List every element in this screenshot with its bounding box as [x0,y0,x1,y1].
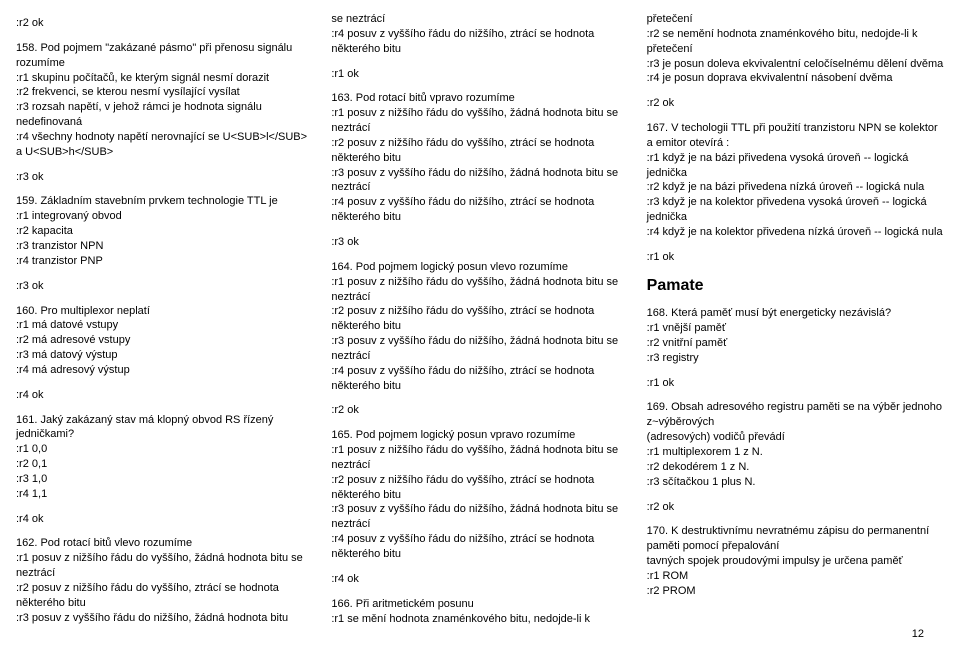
question-168: 168. Která paměť musí být energeticky ne… [647,306,944,365]
q169-opt: :r3 sčítačkou 1 plus N. [647,475,944,490]
q166-cont: přetečení [647,12,944,27]
q159-opt: :r2 kapacita [16,224,313,239]
q169-opt: :r2 dekodérem 1 z N. [647,460,944,475]
answer-160: :r4 ok [16,388,313,403]
question-162-cont: se neztrácí :r4 posuv z vyššího řádu do … [331,12,628,57]
question-162: 162. Pod rotací bitů vlevo rozumíme :r1 … [16,536,313,625]
q162-opt: :r1 posuv z nižšího řádu do vyššího, žád… [16,551,313,581]
q162-cont: :r4 posuv z vyššího řádu do nižšího, ztr… [331,27,628,57]
q162-cont: se neztrácí [331,12,628,27]
question-166-cont: přetečení :r2 se nemění hodnota znaménko… [647,12,944,86]
answer-158: :r3 ok [16,170,313,185]
q163-opt: :r4 posuv z vyššího řádu do nižšího, ztr… [331,195,628,225]
q167-text: 167. V techologii TTL při použití tranzi… [647,121,944,151]
question-159: 159. Základním stavebním prvkem technolo… [16,194,313,268]
q165-text: 165. Pod pojmem logický posun vpravo roz… [331,428,628,443]
q170-opt: :r2 PROM [647,584,944,599]
answer-164: :r2 ok [331,403,628,418]
q168-opt: :r3 registry [647,351,944,366]
q164-opt: :r3 posuv z vyššího řádu do nižšího, žád… [331,334,628,364]
q162-opt: :r2 posuv z nižšího řádu do vyššího, ztr… [16,581,313,611]
q170-sub: tavných spojek proudovými impulsy je urč… [647,554,944,569]
answer-165: :r4 ok [331,572,628,587]
q163-text: 163. Pod rotací bitů vpravo rozumíme [331,91,628,106]
q163-opt: :r2 posuv z nižšího řádu do vyššího, ztr… [331,136,628,166]
q162-text: 162. Pod rotací bitů vlevo rozumíme [16,536,313,551]
q169-text: 169. Obsah adresového registru paměti se… [647,400,944,430]
q166-cont: :r4 je posun doprava ekvivalentní násobe… [647,71,944,86]
q160-opt: :r2 má adresové vstupy [16,333,313,348]
q160-text: 160. Pro multiplexor neplatí [16,304,313,319]
question-165: 165. Pod pojmem logický posun vpravo roz… [331,428,628,562]
section-heading-pamate: Pamate [647,275,944,297]
column-2: se neztrácí :r4 posuv z vyššího řádu do … [331,12,628,636]
q169-sub: (adresových) vodičů převádí [647,430,944,445]
q161-opt: :r2 0,1 [16,457,313,472]
q167-opt: :r3 když je na kolektor přivedena vysoká… [647,195,944,225]
q163-opt: :r3 posuv z vyššího řádu do nižšího, žád… [331,166,628,196]
q168-opt: :r1 vnější paměť [647,321,944,336]
answer-157: :r2 ok [16,16,313,31]
q167-opt: :r1 když je na bázi přivedena vysoká úro… [647,151,944,181]
q164-opt: :r4 posuv z vyššího řádu do nižšího, ztr… [331,364,628,394]
q160-opt: :r3 má datový výstup [16,348,313,363]
q168-text: 168. Která paměť musí být energeticky ne… [647,306,944,321]
question-158: 158. Pod pojmem "zakázané pásmo" při pře… [16,41,313,160]
q165-opt: :r3 posuv z vyššího řádu do nižšího, žád… [331,502,628,532]
q158-text: 158. Pod pojmem "zakázané pásmo" při pře… [16,41,313,71]
q160-opt: :r4 má adresový výstup [16,363,313,378]
answer-159: :r3 ok [16,279,313,294]
question-163: 163. Pod rotací bitů vpravo rozumíme :r1… [331,91,628,225]
q158-opt: :r1 skupinu počítačů, ke kterým signál n… [16,71,313,86]
q166-text: 166. Při aritmetickém posunu [331,597,628,612]
answer-166: :r2 ok [647,96,944,111]
question-166: 166. Při aritmetickém posunu :r1 se mění… [331,597,628,627]
q161-opt: :r1 0,0 [16,442,313,457]
answer-167: :r1 ok [647,250,944,265]
q167-opt: :r2 když je na bázi přivedena nízká úrov… [647,180,944,195]
question-160: 160. Pro multiplexor neplatí :r1 má dato… [16,304,313,378]
q162-opt: :r3 posuv z vyššího řádu do nižšího, žád… [16,611,313,626]
q166-cont: :r3 je posun doleva ekvivalentní celočís… [647,57,944,72]
q165-opt: :r1 posuv z nižšího řádu do vyššího, žád… [331,443,628,473]
answer-169: :r2 ok [647,500,944,515]
q159-opt: :r3 tranzistor NPN [16,239,313,254]
q159-text: 159. Základním stavebním prvkem technolo… [16,194,313,209]
q164-text: 164. Pod pojmem logický posun vlevo rozu… [331,260,628,275]
q159-opt: :r4 tranzistor PNP [16,254,313,269]
q158-opt: :r2 frekvenci, se kterou nesmí vysílajíc… [16,85,313,100]
q161-opt: :r3 1,0 [16,472,313,487]
q159-opt: :r1 integrovaný obvod [16,209,313,224]
q168-opt: :r2 vnitřní paměť [647,336,944,351]
question-164: 164. Pod pojmem logický posun vlevo rozu… [331,260,628,394]
q167-opt: :r4 když je na kolektor přivedena nízká … [647,225,944,240]
q163-opt: :r1 posuv z nižšího řádu do vyššího, žád… [331,106,628,136]
q166-opt: :r1 se mění hodnota znaménkového bitu, n… [331,612,628,627]
answer-168: :r1 ok [647,376,944,391]
q170-text: 170. K destruktivnímu nevratnému zápisu … [647,524,944,554]
q166-cont: :r2 se nemění hodnota znaménkového bitu,… [647,27,944,57]
question-161: 161. Jaký zakázaný stav má klopný obvod … [16,413,313,502]
q165-opt: :r4 posuv z vyššího řádu do nižšího, ztr… [331,532,628,562]
q164-opt: :r1 posuv z nižšího řádu do vyššího, žád… [331,275,628,305]
answer-163: :r3 ok [331,235,628,250]
column-1: :r2 ok 158. Pod pojmem "zakázané pásmo" … [16,12,313,636]
q158-opt: :r3 rozsah napětí, v jehož rámci je hodn… [16,100,313,130]
q169-opt: :r1 multiplexorem 1 z N. [647,445,944,460]
column-3: přetečení :r2 se nemění hodnota znaménko… [647,12,944,636]
question-169: 169. Obsah adresového registru paměti se… [647,400,944,489]
question-170: 170. K destruktivnímu nevratnému zápisu … [647,524,944,598]
q161-opt: :r4 1,1 [16,487,313,502]
q165-opt: :r2 posuv z nižšího řádu do vyššího, ztr… [331,473,628,503]
q158-opt: :r4 všechny hodnoty napětí nerovnající s… [16,130,313,160]
q164-opt: :r2 posuv z nižšího řádu do vyššího, ztr… [331,304,628,334]
q170-opt: :r1 ROM [647,569,944,584]
answer-161: :r4 ok [16,512,313,527]
question-167: 167. V techologii TTL při použití tranzi… [647,121,944,240]
answer-162: :r1 ok [331,67,628,82]
page-number: 12 [912,627,924,642]
q161-text: 161. Jaký zakázaný stav má klopný obvod … [16,413,313,443]
q160-opt: :r1 má datové vstupy [16,318,313,333]
